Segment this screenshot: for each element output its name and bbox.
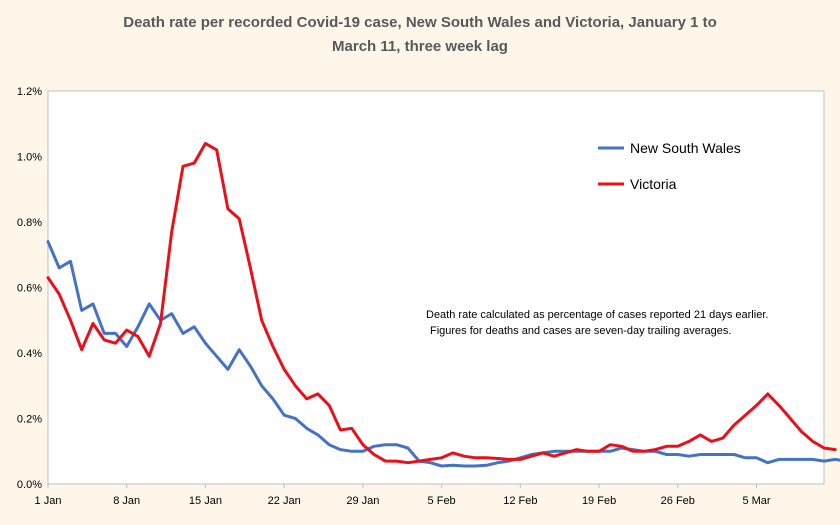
- y-tick-label: 1.2%: [17, 86, 42, 98]
- x-tick-label: 26 Feb: [661, 495, 695, 507]
- legend-label-nsw: New South Wales: [630, 140, 741, 156]
- x-tick-label: 5 Mar: [742, 495, 770, 507]
- y-tick-label: 0.8%: [17, 217, 42, 229]
- x-tick-label: 1 Jan: [35, 495, 62, 507]
- series-line-victoria: [46, 141, 837, 465]
- x-tick-label: 5 Feb: [428, 495, 456, 507]
- y-tick-label: 0.6%: [17, 283, 42, 295]
- plot-area: [47, 90, 825, 485]
- annotation-line1: Death rate calculated as percentage of c…: [426, 309, 768, 321]
- chart-title-line1: Death rate per recorded Covid-19 case, N…: [123, 14, 717, 31]
- legend: New South Wales Victoria: [598, 140, 741, 192]
- legend-label-vic: Victoria: [630, 176, 677, 192]
- x-tick-label: 12 Feb: [503, 495, 537, 507]
- y-tick-label: 0.4%: [17, 348, 42, 360]
- y-tick-label: 1.0%: [17, 152, 42, 164]
- x-axis: 1 Jan 8 Jan 15 Jan 22 Jan 29 Jan 5 Feb 12 Feb 1…: [35, 484, 771, 507]
- series-group: [46, 141, 840, 468]
- x-tick-label: 19 Feb: [582, 495, 616, 507]
- series-line-new-south-wales: [46, 240, 840, 468]
- annotation-line2: Figures for deaths and cases are seven-d…: [430, 325, 731, 337]
- chart-title-line2: March 11, three week lag: [332, 38, 508, 55]
- y-tick-label: 0.2%: [17, 414, 42, 426]
- x-tick-label: 22 Jan: [268, 495, 301, 507]
- y-tick-label: 0.0%: [17, 479, 42, 491]
- x-tick-label: 15 Jan: [189, 495, 222, 507]
- x-tick-label: 29 Jan: [346, 495, 379, 507]
- y-axis: 0.0% 0.2% 0.4% 0.6% 0.8% 1.0% 1.2%: [17, 86, 42, 491]
- x-tick-label: 8 Jan: [113, 495, 140, 507]
